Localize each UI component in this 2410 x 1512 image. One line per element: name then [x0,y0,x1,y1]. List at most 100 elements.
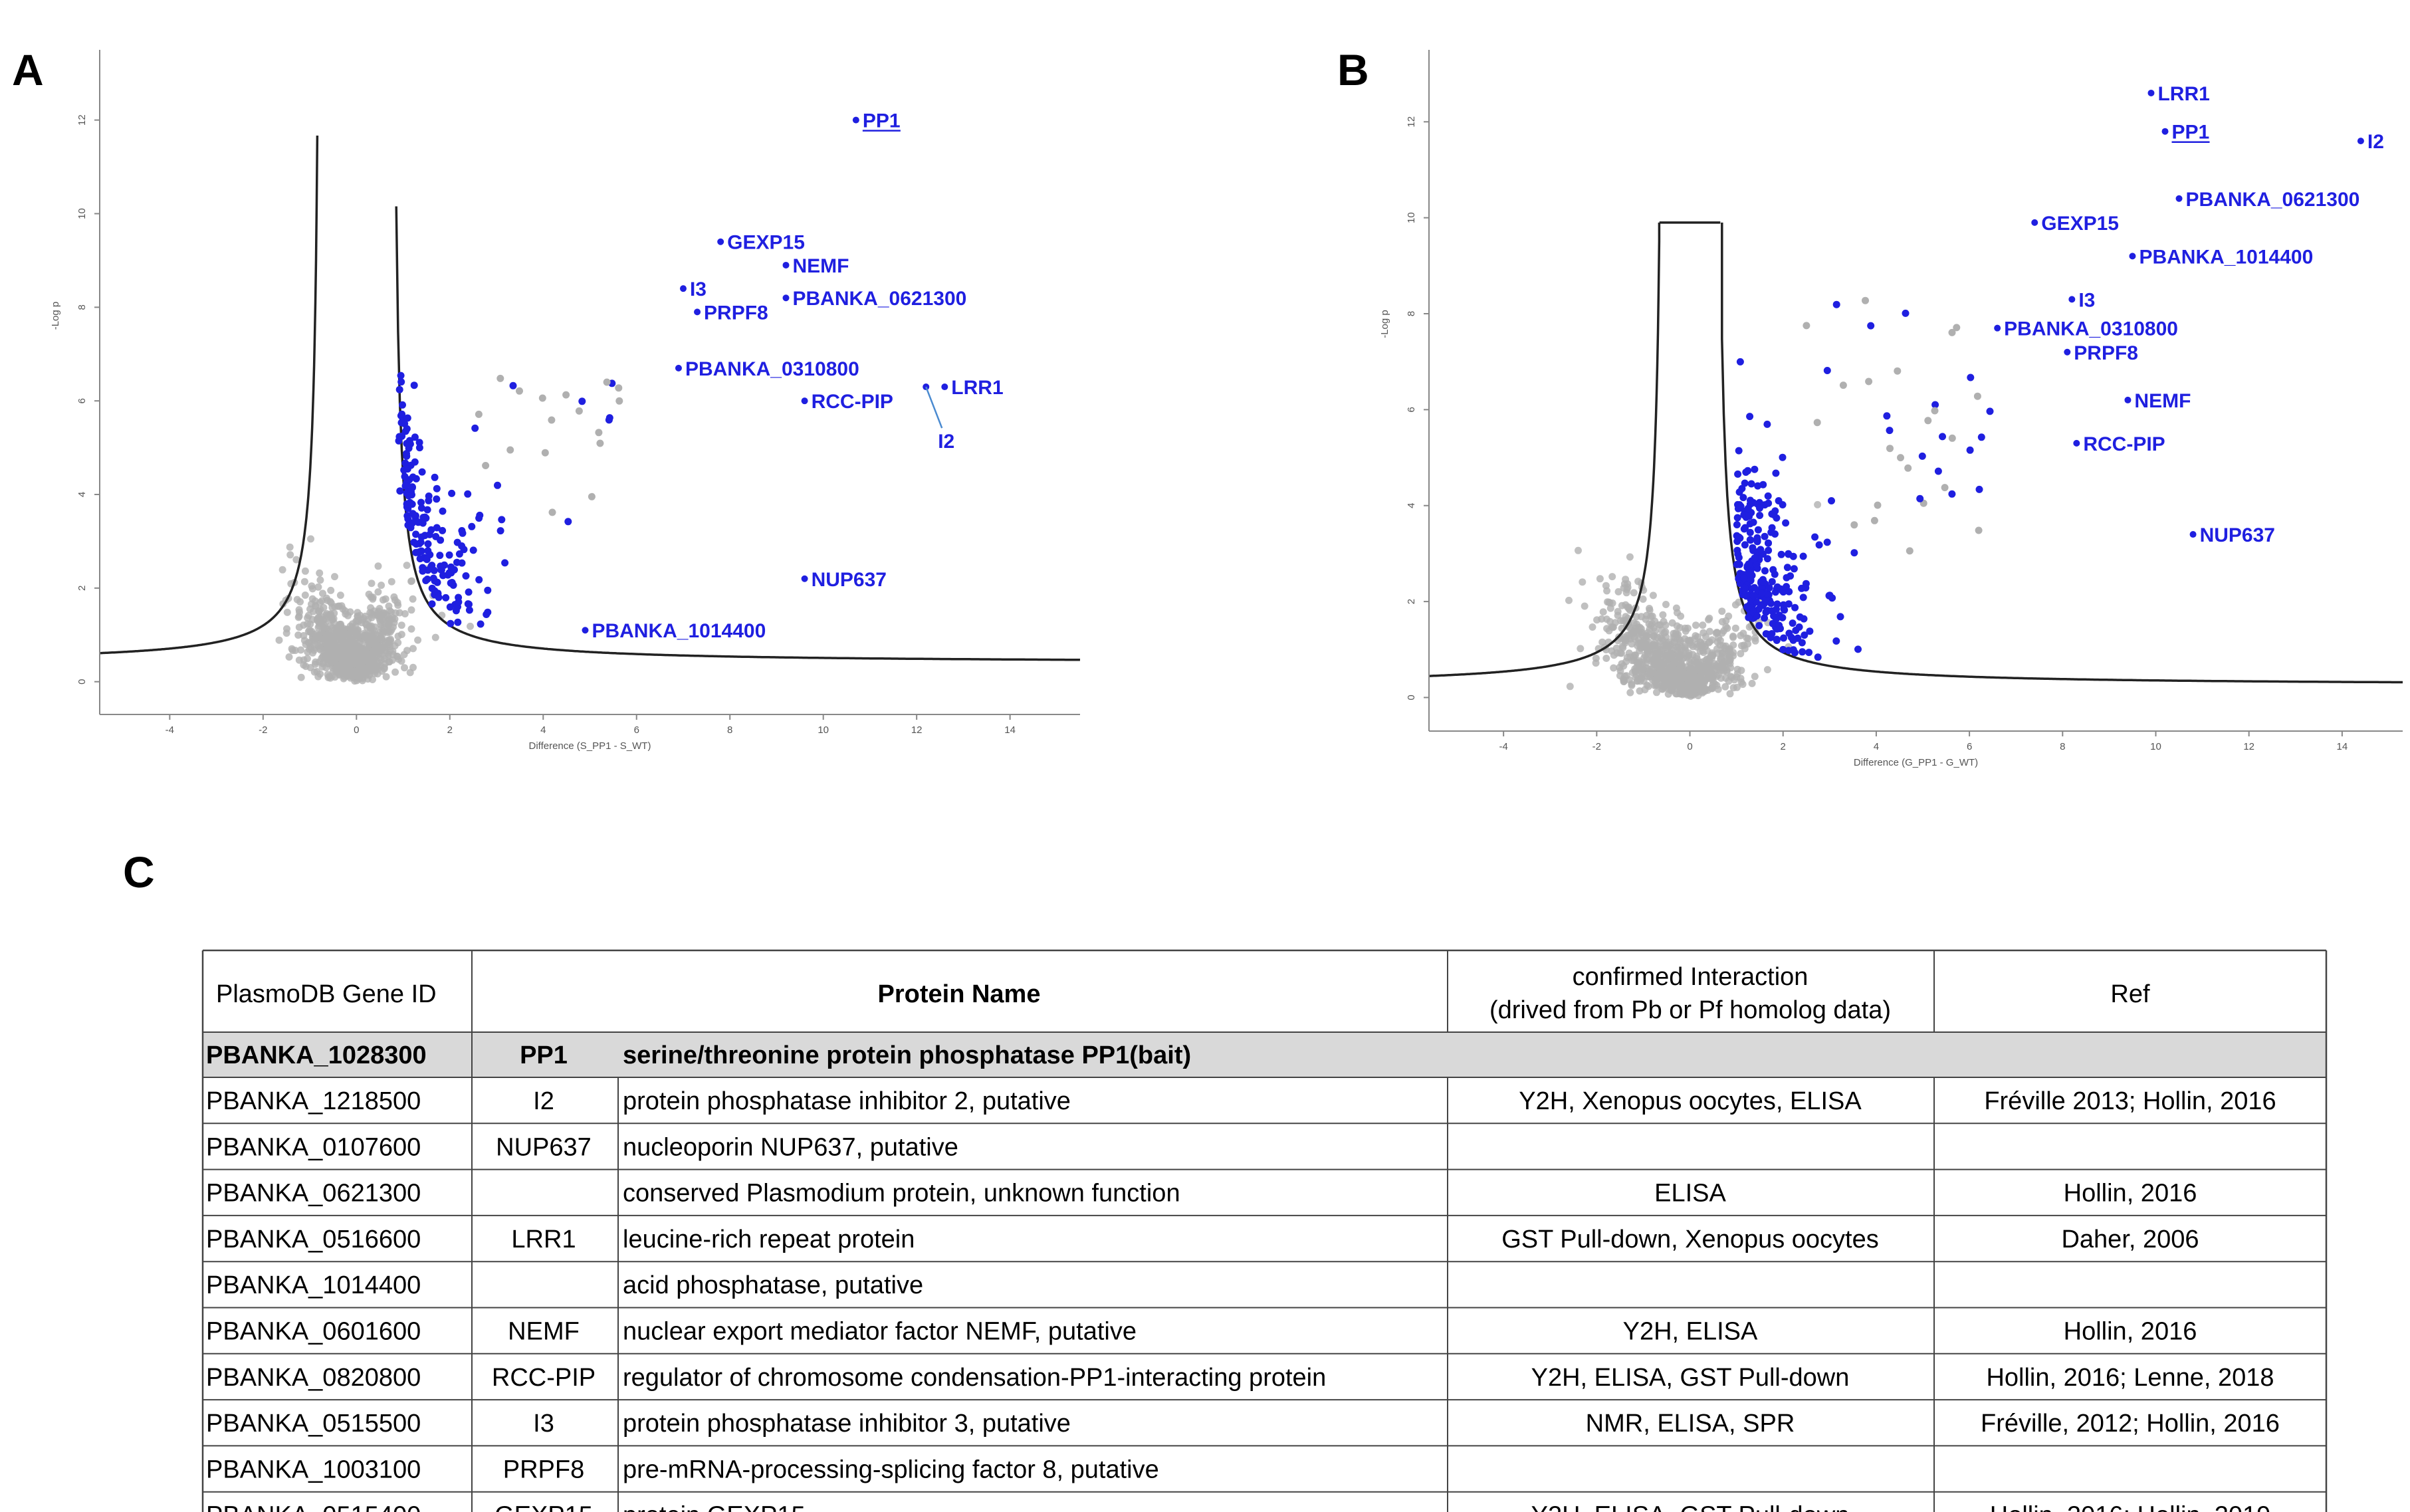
data-point-significant [1741,524,1749,532]
data-point-outlier [1883,412,1891,420]
data-point-significant [1826,592,1834,599]
table-cell-gene-id: PBANKA_1014400 [206,1271,421,1299]
data-point-significant [1741,541,1749,549]
data-point-significant [1753,560,1761,568]
data-point-significant [454,618,462,626]
data-point-nonsignificant [1646,645,1654,653]
point-label-rcc-pip: RCC-PIP [812,391,893,413]
data-point-nonsignificant [1731,624,1739,632]
data-point-outlier [1832,300,1840,308]
data-point-significant [439,507,447,515]
table-cell-interaction: Y2H, ELISA, GST Pull-down [1531,1364,1850,1392]
x-tick-label: 12 [911,724,923,736]
data-point-nonsignificant [1656,658,1664,666]
data-point-significant [1795,623,1803,631]
volcano-plot-b: -4 -2 0 2 4 6 8 10 12 14 0 2 4 6 8 10 12 Difference (G_PP… [1379,50,2403,768]
data-point-nonsignificant [1664,685,1672,693]
data-point-significant [395,385,403,393]
data-point-nonsignificant [292,556,300,564]
data-point-significant [1743,603,1751,611]
table-header-bg [203,950,2326,1032]
point-label-prpf8: PRPF8 [704,302,768,324]
data-point-nonsignificant [1698,643,1705,651]
data-point-nonsignificant [1672,629,1680,637]
data-point-significant [414,518,422,526]
labeled-point-nup637 [2189,531,2197,538]
data-point-significant [403,414,411,422]
data-point-outlier [603,378,611,386]
data-point-nonsignificant [283,625,290,633]
data-point-significant [1733,560,1741,568]
data-point-nonsignificant [1672,604,1680,612]
data-point-significant [451,566,458,574]
data-point-outlier [538,394,546,402]
data-point-outlier [564,518,572,526]
data-point-outlier [1813,419,1821,427]
data-point-significant [419,567,427,575]
data-point-nonsignificant [1581,602,1588,610]
data-point-nonsignificant [319,653,327,661]
data-point-significant [1789,636,1797,644]
data-point-significant [1799,648,1807,656]
data-point-nonsignificant [327,659,335,667]
data-point-nonsignificant [378,582,385,590]
data-point-significant [471,424,479,432]
x-tick-label: 14 [1004,724,1016,736]
data-point-nonsignificant [1662,601,1670,608]
point-label-gexp15: GEXP15 [2041,213,2119,235]
x-tick-label: 2 [447,724,453,736]
data-point-nonsignificant [385,619,393,627]
data-point-nonsignificant [1666,679,1674,687]
header-interaction-line1: confirmed Interaction [1573,963,1808,991]
data-point-significant [1765,499,1773,507]
data-point-significant [423,506,431,514]
data-point-nonsignificant [1608,573,1616,581]
x-tick-label: 0 [354,724,359,736]
data-point-nonsignificant [1696,671,1704,679]
data-point-nonsignificant [314,583,322,591]
data-point-significant [430,566,438,574]
data-point-nonsignificant [347,661,355,669]
data-point-nonsignificant [1650,633,1658,641]
table-cell-symbol: I3 [533,1410,554,1438]
y-tick-label: 6 [1406,407,1417,412]
data-point-nonsignificant [368,580,376,588]
data-point-significant [1735,533,1743,541]
data-point-outlier [509,381,517,389]
data-point-significant [465,588,473,596]
data-point-significant [439,572,447,580]
data-point-nonsignificant [295,606,303,613]
table-cell-ref: Hollin, 2016 [2064,1318,2197,1346]
table-cell-name: conserved Plasmodium protein, unknown fu… [623,1180,1180,1208]
data-point-outlier [1803,322,1810,330]
labeled-point-pp1 [2161,128,2169,135]
data-point-outlier [1823,367,1831,374]
data-point-significant [396,487,404,495]
data-point-significant [1782,519,1790,527]
data-point-nonsignificant [297,673,305,681]
data-point-nonsignificant [320,659,328,667]
data-point-significant [1749,592,1757,599]
y-tick-label: 8 [1406,311,1417,316]
data-point-significant [410,381,418,389]
data-point-significant [442,594,450,601]
labeled-point-nemf [782,261,790,269]
data-point-outlier [496,374,504,382]
data-point-significant [1744,504,1752,512]
table-cell-gene-id: PBANKA_0515400 [206,1502,421,1512]
data-point-significant [464,490,472,498]
data-point-significant [424,540,432,548]
data-point-nonsignificant [1737,675,1745,683]
table-cell-symbol: I2 [533,1087,554,1115]
data-point-nonsignificant [1602,655,1610,662]
data-point-nonsignificant [1729,633,1737,641]
point-label-pbanka_0310800: PBANKA_0310800 [685,358,859,380]
data-point-nonsignificant [1609,623,1617,631]
y-tick-label: 10 [1406,212,1417,223]
data-point-significant [1767,599,1775,607]
data-point-nonsignificant [1614,588,1622,595]
data-point-nonsignificant [1721,683,1729,691]
data-point-nonsignificant [1708,685,1716,693]
data-point-nonsignificant [303,655,311,663]
